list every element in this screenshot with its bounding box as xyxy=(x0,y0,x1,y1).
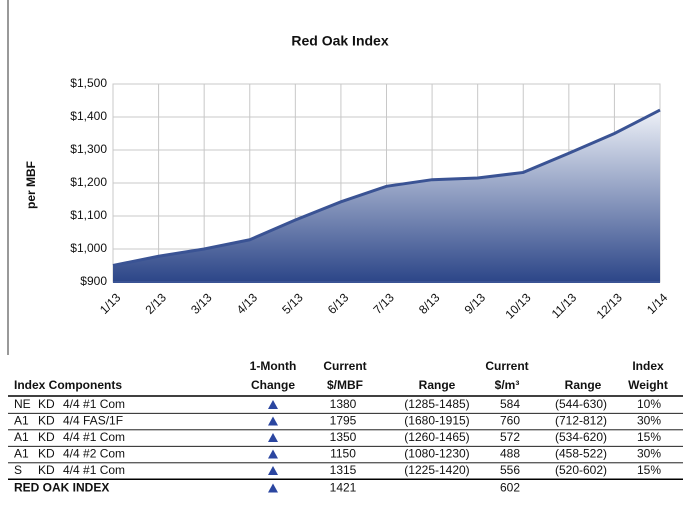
y-tick-label: $1,400 xyxy=(70,109,107,123)
table-cell: 1350 xyxy=(330,430,357,444)
change-up-icon xyxy=(268,466,278,475)
x-tick-label: 9/13 xyxy=(462,290,489,317)
table-cell: (1080-1230) xyxy=(404,447,469,461)
table-cell: (520-602) xyxy=(555,463,607,477)
table-cell: 760 xyxy=(500,414,520,428)
table-cell: 30% xyxy=(637,447,661,461)
table-total-cell: 1421 xyxy=(330,481,357,495)
y-tick-label: $1,300 xyxy=(70,142,107,156)
table-cell: KD xyxy=(38,397,55,411)
table-header: Change xyxy=(251,378,295,392)
x-tick-label: 1/14 xyxy=(644,290,671,317)
table-header: Index xyxy=(632,359,664,373)
table-cell: 556 xyxy=(500,463,520,477)
table-cell: 10% xyxy=(637,397,661,411)
x-tick-label: 4/13 xyxy=(234,290,261,317)
table-cell: (1680-1915) xyxy=(404,414,469,428)
table-header: Range xyxy=(419,378,456,392)
x-tick-label: 10/13 xyxy=(502,290,533,321)
table-cell: (1285-1485) xyxy=(404,397,469,411)
area-line xyxy=(112,108,661,267)
table-header: Range xyxy=(565,378,602,392)
x-tick-label: 5/13 xyxy=(279,290,306,317)
chart-title: Red Oak Index xyxy=(291,33,388,49)
x-tick-label: 12/13 xyxy=(594,290,625,321)
table-cell: 584 xyxy=(500,397,520,411)
table-total-label: RED OAK INDEX xyxy=(14,481,109,495)
y-tick-label: $1,200 xyxy=(70,175,107,189)
x-tick-label: 6/13 xyxy=(325,290,352,317)
table-cell: 4/4 FAS/1F xyxy=(63,414,123,428)
y-tick-label: $900 xyxy=(80,274,107,288)
y-axis-label: per MBF xyxy=(24,161,38,209)
table-header: 1-Month xyxy=(250,359,297,373)
table-cell: 4/4 #2 Com xyxy=(63,447,125,461)
table-cell: 488 xyxy=(500,447,520,461)
table-cell: (458-522) xyxy=(555,447,607,461)
table-cell: 4/4 #1 Com xyxy=(63,463,125,477)
change-up-icon xyxy=(268,416,278,426)
table-cell: KD xyxy=(38,414,55,428)
table-header: $/MBF xyxy=(327,378,363,392)
y-tick-label: $1,500 xyxy=(70,76,107,90)
table-cell: A1 xyxy=(14,430,29,444)
x-tick-label: 11/13 xyxy=(549,290,580,321)
table-cell: (534-620) xyxy=(555,430,607,444)
change-up-icon xyxy=(268,449,278,459)
table-cell: 15% xyxy=(637,463,661,477)
table-cell: 572 xyxy=(500,430,520,444)
table-cell: KD xyxy=(38,447,55,461)
table-cell: KD xyxy=(38,430,55,444)
table-cell: A1 xyxy=(14,414,29,428)
table-cell: 4/4 #1 Com xyxy=(63,397,125,411)
table-cell: 1315 xyxy=(330,463,357,477)
table-cell: A1 xyxy=(14,447,29,461)
table-cell: (1260-1465) xyxy=(404,430,469,444)
x-tick-label: 7/13 xyxy=(370,290,397,317)
table-total-cell: 602 xyxy=(500,481,520,495)
table-cell: 4/4 #1 Com xyxy=(63,430,125,444)
x-tick-label: 2/13 xyxy=(143,290,170,317)
table-cell: (712-812) xyxy=(555,414,607,428)
table-header: $/m³ xyxy=(495,378,520,392)
table-header: Current xyxy=(323,359,366,373)
table-cell: NE xyxy=(14,397,31,411)
x-tick-label: 8/13 xyxy=(416,290,443,317)
table-header: Index Components xyxy=(14,378,122,392)
x-tick-label: 1/13 xyxy=(97,290,124,317)
table-header: Weight xyxy=(628,378,668,392)
table-cell: KD xyxy=(38,463,55,477)
table-cell: S xyxy=(14,463,22,477)
table-cell: (544-630) xyxy=(555,397,607,411)
y-tick-label: $1,000 xyxy=(70,241,107,255)
table-cell: 30% xyxy=(637,414,661,428)
table-header: Current xyxy=(485,359,528,373)
change-up-icon xyxy=(268,400,278,409)
change-up-icon xyxy=(268,433,278,442)
y-tick-label: $1,100 xyxy=(70,208,107,222)
x-tick-label: 3/13 xyxy=(188,290,215,317)
table-cell: 1380 xyxy=(330,397,357,411)
table-cell: 15% xyxy=(637,430,661,444)
table-cell: 1150 xyxy=(330,447,356,461)
table-cell: 1795 xyxy=(330,414,357,428)
change-up-icon xyxy=(268,483,278,493)
area-fill xyxy=(113,110,660,282)
table-cell: (1225-1420) xyxy=(404,463,469,477)
